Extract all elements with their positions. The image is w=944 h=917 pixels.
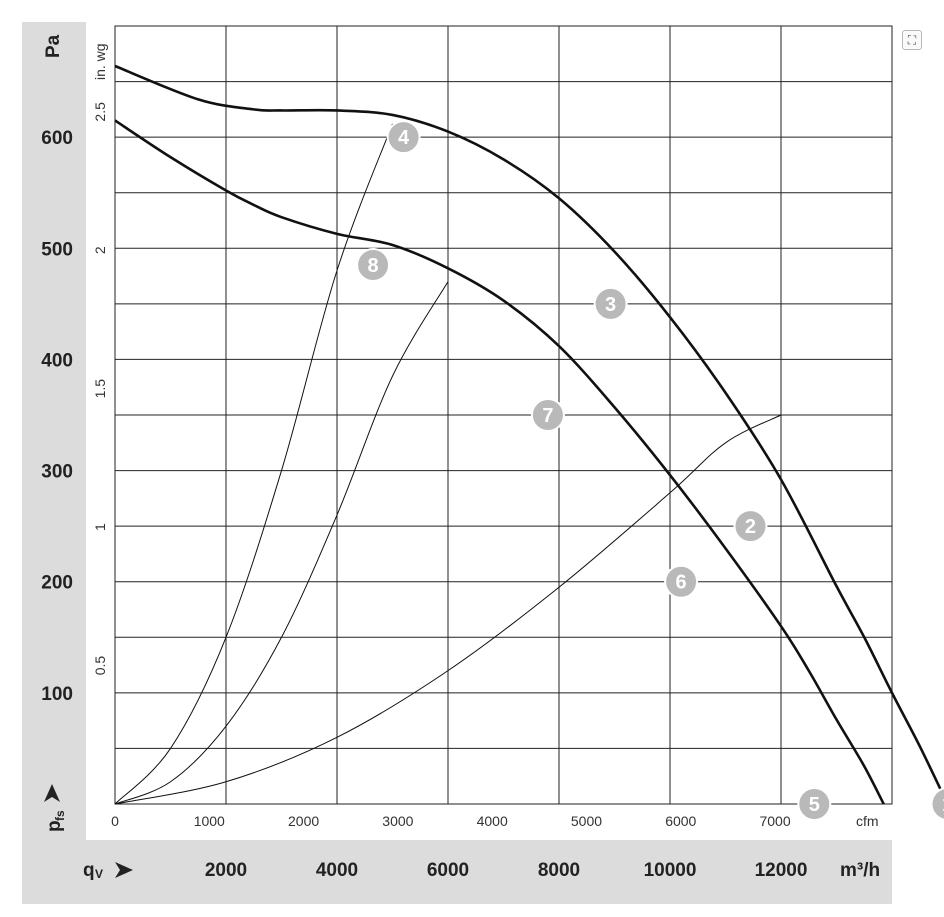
operating-point-badge: 5 (797, 787, 832, 821)
m3h-tick-labels: 2000 4000 6000 8000 10000 12000 (205, 860, 808, 881)
left-axis-panel (22, 22, 86, 840)
badge-label: 1 (942, 794, 944, 816)
operating-point-badge: 8 (356, 247, 391, 282)
flow-arrow-icon (115, 862, 133, 878)
pressure-arrow-icon (44, 784, 60, 802)
badge-label: 5 (809, 794, 820, 816)
inwg-tick-label: 1.5 (92, 379, 108, 399)
badge-label: 3 (605, 294, 616, 316)
system-curve-steep (114, 123, 393, 805)
badge-circle (664, 564, 699, 599)
m3h-tick-label: 10000 (644, 860, 697, 881)
fan-curve-upper (114, 64, 944, 800)
cfm-tick-label: 4000 (477, 813, 508, 829)
pa-tick-label: 500 (41, 239, 73, 260)
pa-tick-label: 600 (41, 128, 73, 149)
m3h-tick-label: 4000 (316, 860, 358, 881)
operating-points: 1 2 3 4 5 6 7 8 (356, 120, 944, 821)
badge-circle (356, 247, 391, 282)
pressure-axis-label: p fs (44, 784, 67, 832)
badge-circle (593, 286, 628, 321)
cfm-unit-label: cfm (856, 813, 879, 829)
badge-label: 4 (398, 127, 410, 149)
badge-circle (797, 787, 832, 821)
operating-point-badge: 7 (530, 398, 565, 432)
cfm-tick-label: 3000 (382, 813, 413, 829)
cfm-tick-labels: 0 1000 2000 3000 4000 5000 6000 7000 (111, 813, 791, 829)
inwg-tick-label: 2 (92, 246, 108, 254)
system-curve-flat (114, 414, 782, 805)
badge-circle (530, 398, 565, 432)
flow-subscript: V (95, 867, 103, 881)
pressure-subscript: fs (53, 810, 67, 821)
pa-tick-labels: 100 200 300 400 500 600 (41, 128, 73, 705)
operating-point-badge: 3 (593, 286, 628, 321)
operating-point-badge: 2 (733, 509, 768, 544)
pa-unit-label: Pa (43, 34, 64, 58)
flow-symbol: q (83, 860, 95, 881)
cfm-tick-label: 2000 (288, 813, 319, 829)
inwg-unit-label: in. wg (92, 43, 108, 80)
m3h-tick-label: 2000 (205, 860, 247, 881)
inwg-tick-label: 1 (92, 523, 108, 531)
badge-circle (930, 787, 944, 821)
operating-point-badge: 4 (386, 120, 421, 155)
badge-label: 8 (368, 255, 379, 277)
pa-tick-label: 300 (41, 462, 73, 483)
pa-tick-label: 200 (41, 573, 73, 594)
badge-circle (386, 120, 421, 155)
m3h-tick-label: 12000 (755, 860, 808, 881)
inwg-tick-labels: 0.5 1 1.5 2 2.5 (92, 102, 108, 675)
bottom-axis-panel (22, 840, 892, 904)
cfm-tick-label: 0 (111, 813, 119, 829)
operating-point-badge: 6 (664, 564, 699, 599)
operating-point-badge: 1 (930, 787, 944, 821)
system-curve-medium (114, 281, 449, 805)
flow-axis-label: q V (83, 860, 133, 881)
cfm-tick-label: 6000 (665, 813, 696, 829)
inwg-tick-label: 2.5 (92, 102, 108, 122)
pa-tick-label: 400 (41, 350, 73, 371)
cfm-tick-label: 1000 (194, 813, 225, 829)
m3h-tick-label: 6000 (427, 860, 469, 881)
cfm-tick-label: 5000 (571, 813, 602, 829)
m3h-unit-label: m³/h (840, 860, 880, 881)
pressure-symbol: p (44, 820, 65, 832)
badge-label: 7 (542, 405, 553, 427)
curves (114, 64, 944, 805)
m3h-tick-label: 8000 (538, 860, 580, 881)
inwg-tick-label: 0.5 (92, 656, 108, 676)
badge-circle (733, 509, 768, 544)
expand-icon[interactable]: ⛶ (902, 30, 922, 50)
grid-lines (114, 25, 893, 805)
pa-tick-label: 100 (41, 684, 73, 705)
fan-curve-lower (114, 119, 885, 805)
badge-label: 6 (676, 572, 687, 594)
badge-label: 2 (745, 516, 756, 538)
cfm-tick-label: 7000 (759, 813, 790, 829)
